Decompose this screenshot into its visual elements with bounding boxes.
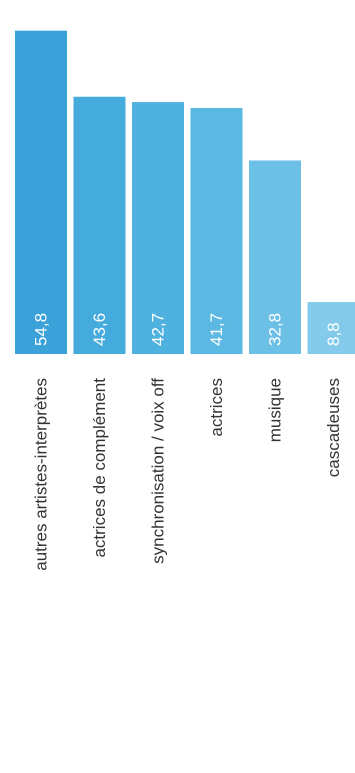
value-label-6: 8,8 (324, 322, 343, 346)
category-label-4: actrices (207, 378, 226, 437)
bars-group (15, 30, 355, 355)
bar-1 (15, 30, 67, 355)
category-label-1: autres artistes-interprètes (32, 378, 51, 571)
value-label-4: 41,7 (207, 313, 226, 346)
value-label-1: 54,8 (32, 313, 51, 346)
value-label-2: 43,6 (90, 313, 109, 346)
bar-2 (73, 96, 126, 354)
bar-5 (249, 160, 301, 354)
category-label-3: synchronisation / voix off (149, 378, 168, 564)
category-label-6: cascadeuses (324, 378, 343, 477)
category-label-2: actrices de complément (90, 378, 109, 558)
labels-group: 54,8 autres artistes-interprètes 43,6 actri… (32, 313, 344, 571)
category-label-5: musique (266, 378, 285, 442)
value-label-3: 42,7 (149, 313, 168, 346)
bar-4 (190, 107, 243, 354)
bar-6 (307, 302, 355, 354)
bar-3 (132, 102, 184, 354)
value-label-5: 32,8 (266, 313, 285, 346)
